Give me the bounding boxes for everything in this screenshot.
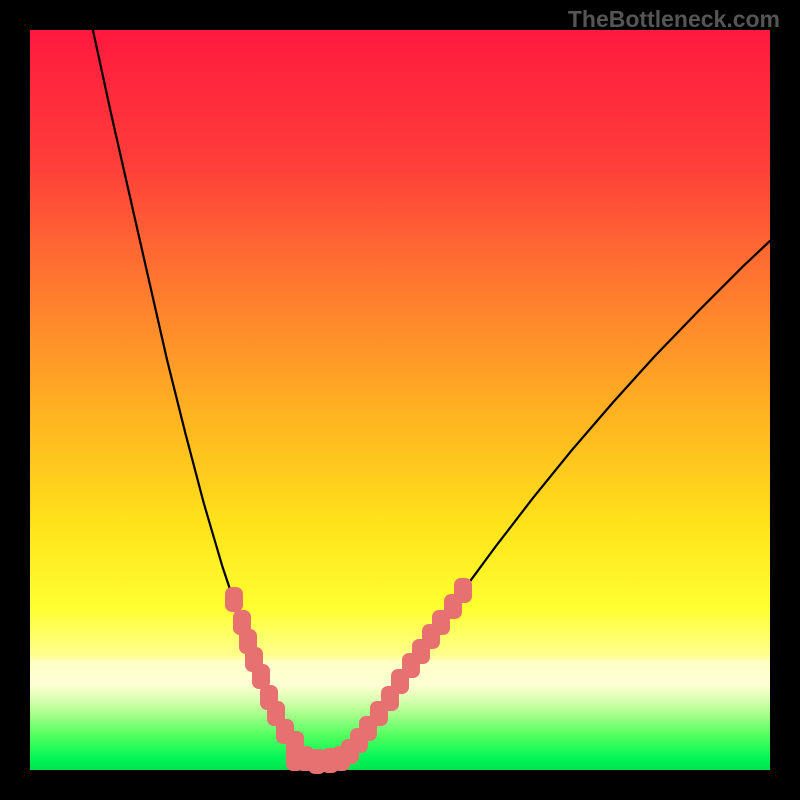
bottleneck-curve <box>93 30 770 761</box>
plot-area <box>30 30 770 770</box>
canvas-root: TheBottleneck.com <box>0 0 800 800</box>
bead-marker <box>454 578 472 603</box>
bead-marker <box>308 749 326 774</box>
curve-layer <box>30 30 770 770</box>
bead-marker <box>225 587 243 612</box>
watermark-text: TheBottleneck.com <box>568 6 780 33</box>
